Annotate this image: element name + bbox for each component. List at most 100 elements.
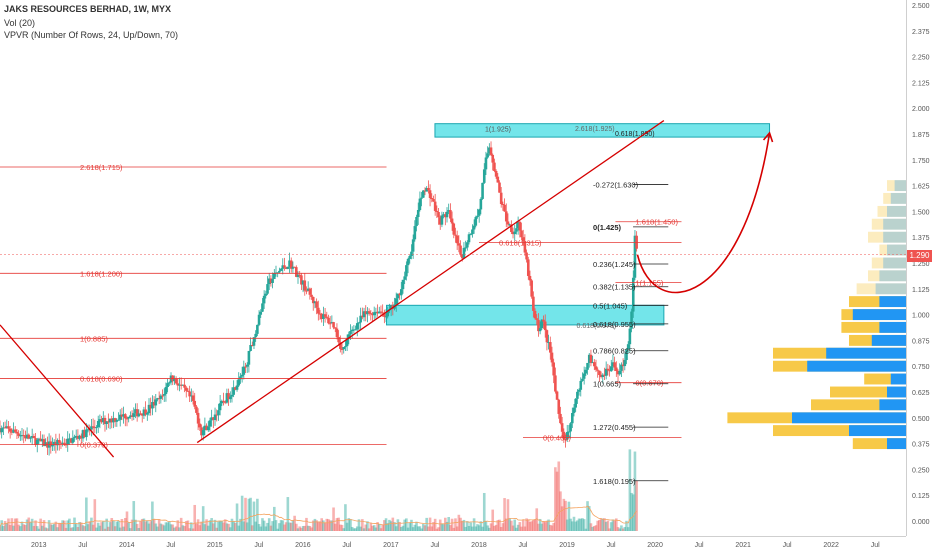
projection-curve	[636, 132, 771, 294]
volume-bar	[181, 525, 185, 531]
volume-bar	[618, 528, 622, 531]
candle-body	[611, 362, 615, 367]
candle-body	[498, 182, 501, 193]
candle-body	[181, 384, 185, 386]
volume-bar	[34, 520, 37, 531]
vpvr-row-total	[856, 283, 906, 295]
volume-bar	[383, 520, 386, 531]
vpvr-row-total	[811, 399, 906, 411]
volume-bar	[73, 517, 76, 531]
candle-body	[447, 210, 450, 212]
candle-body	[484, 157, 488, 170]
candle-body	[449, 210, 452, 219]
candle-body	[279, 268, 283, 271]
candle-body	[113, 418, 117, 422]
volume-bar	[447, 517, 450, 531]
candle-body	[257, 314, 261, 325]
candle-body	[596, 369, 600, 371]
volume-bar	[347, 518, 351, 531]
candle-body	[117, 419, 120, 421]
volume-bar	[398, 522, 401, 531]
candle-body	[173, 378, 176, 382]
candle-body	[278, 270, 281, 273]
volume-bar	[17, 524, 20, 531]
candle-body	[61, 442, 64, 444]
candle-body	[374, 311, 378, 313]
candle-body	[501, 204, 505, 206]
candle-body	[120, 414, 124, 417]
volume-bar	[168, 521, 171, 531]
candle-body	[457, 243, 461, 246]
candle-body	[442, 214, 445, 216]
candle-body	[218, 403, 222, 411]
candle-body	[66, 438, 70, 445]
volume-bar	[262, 520, 266, 531]
volume-bar	[599, 518, 603, 531]
candle-body	[73, 436, 76, 439]
volume-bar	[113, 526, 117, 531]
trendline-0	[0, 324, 115, 458]
volume-bar	[327, 519, 330, 531]
volume-bar	[139, 521, 142, 531]
zone-label-mid: 2.618(1.925)	[575, 126, 615, 133]
volume-bar	[259, 526, 263, 531]
time-tick-label: Jul	[783, 542, 792, 549]
volume-bar	[523, 526, 527, 531]
vpvr-row-up	[852, 309, 906, 321]
candle-body	[422, 190, 425, 198]
volume-bar	[256, 498, 259, 531]
candle-body	[68, 438, 71, 440]
volume-bar	[372, 525, 376, 531]
candle-body	[212, 417, 215, 421]
volume-bar	[47, 520, 51, 531]
time-tick-label: 2013	[31, 542, 47, 549]
vpvr-indicator-label[interactable]: VPVR (Number Of Rows, 24, Up/Down, 70)	[4, 30, 179, 40]
volume-bar	[7, 518, 10, 531]
volume-bar	[484, 521, 488, 531]
candle-body	[406, 258, 410, 266]
volume-bar	[428, 517, 432, 531]
volume-bar	[96, 522, 100, 531]
candle-body	[554, 375, 557, 392]
candle-body	[198, 423, 202, 428]
volume-bar	[460, 520, 464, 531]
candle-body	[477, 209, 481, 216]
volume-bar	[46, 528, 49, 531]
vpvr-row-up	[887, 244, 906, 256]
volume-bar	[195, 523, 198, 531]
volume-bar	[315, 520, 318, 531]
volume-bar	[250, 525, 254, 531]
candle-body	[386, 310, 390, 317]
candle-body	[183, 384, 186, 388]
volume-bar	[120, 519, 124, 531]
vpvr-row-total	[868, 270, 906, 282]
volume-bar	[147, 523, 151, 531]
volume-bar	[10, 518, 14, 531]
volume-bar	[284, 522, 288, 531]
candle-body	[305, 290, 308, 292]
candle-body	[593, 362, 596, 367]
volume-bar	[227, 523, 230, 531]
volume-bar	[410, 519, 413, 531]
volume-bar	[223, 519, 227, 531]
volume-bar	[577, 518, 581, 531]
candle-body	[609, 366, 613, 372]
candle-body	[423, 190, 427, 192]
candle-body	[464, 247, 467, 249]
volume-indicator-label[interactable]: Vol (20)	[4, 18, 36, 28]
volume-bar	[183, 526, 186, 531]
candle-body	[178, 384, 181, 386]
time-axis: 2013 Jul 2014 Jul 2015 Jul 2016 Jul 2017 Jul 2018 J…	[31, 542, 880, 549]
candle-body	[101, 417, 105, 423]
volume-bar	[103, 528, 107, 531]
candle-body	[83, 430, 86, 438]
volume-bar	[71, 527, 75, 531]
volume-bar	[445, 521, 449, 531]
volume-bar	[562, 498, 566, 531]
candle-body	[225, 393, 229, 403]
candle-body	[213, 414, 217, 421]
candle-body	[205, 425, 208, 431]
volume-bar	[633, 451, 637, 531]
candle-body	[416, 209, 420, 217]
